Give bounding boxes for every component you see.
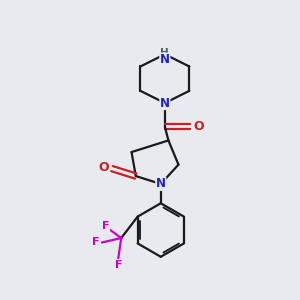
Text: N: N	[156, 177, 166, 190]
Text: F: F	[115, 260, 122, 270]
Text: O: O	[193, 120, 204, 133]
Text: F: F	[92, 238, 99, 248]
Text: H: H	[160, 48, 169, 59]
Text: N: N	[160, 53, 170, 66]
Text: N: N	[160, 97, 170, 110]
Text: F: F	[102, 221, 110, 231]
Text: O: O	[98, 161, 109, 174]
